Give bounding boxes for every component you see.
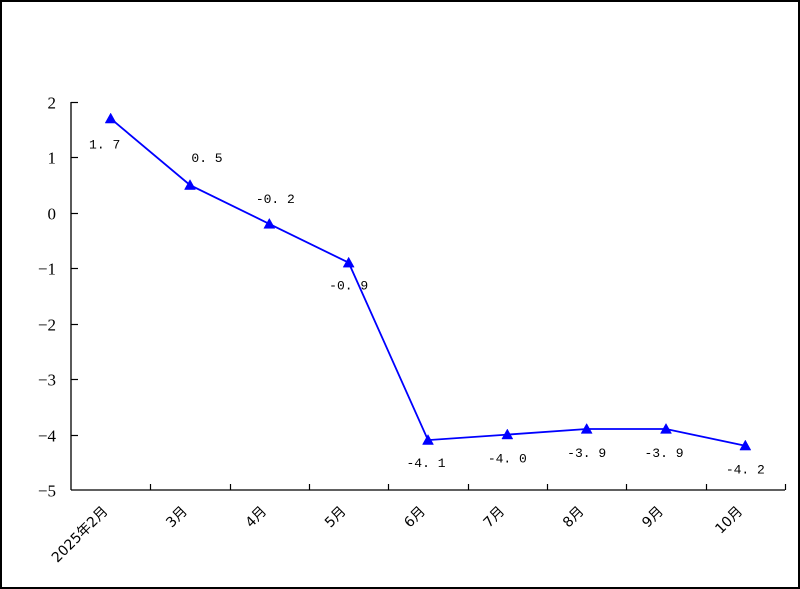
x-tick-label: 7月: [481, 504, 509, 532]
triangle-marker-icon: [184, 179, 196, 190]
x-tick-label: 10月: [712, 504, 746, 538]
data-label: -4. 1: [406, 456, 445, 471]
triangle-marker-icon: [739, 439, 752, 451]
data-labels: 1. 7 0. 5 -0. 2 -0. 9 -4. 1 -4. 0 -3. 9 -3. 9 -4…: [89, 138, 765, 478]
y-tick-label: 0: [48, 205, 57, 224]
data-label: 1. 7: [89, 138, 120, 153]
x-axis: 2025年2月 3月 4月 5月 6月 7月 8月 9月 10月: [49, 484, 787, 567]
data-label: -0. 2: [256, 192, 295, 207]
y-tick-label: −5: [38, 482, 56, 501]
x-tick-label: 8月: [560, 504, 588, 532]
x-tick-label: 5月: [322, 504, 350, 532]
triangle-marker-icon: [660, 423, 672, 434]
triangle-marker-icon: [342, 256, 355, 268]
y-tick-label: −4: [38, 427, 57, 446]
series-line: [110, 117, 746, 447]
triangle-marker-icon: [501, 428, 514, 440]
x-tick-label: 3月: [163, 504, 191, 532]
data-label: 0. 5: [191, 151, 222, 166]
triangle-marker-icon: [580, 423, 593, 434]
data-label: -3. 9: [567, 446, 606, 461]
data-label: -0. 9: [329, 279, 368, 294]
triangle-marker-icon: [104, 112, 117, 124]
y-tick-label: 1: [48, 149, 57, 168]
x-tick-label: 4月: [243, 504, 271, 532]
data-series-line: [110, 117, 746, 447]
data-markers: [104, 112, 752, 451]
data-label: -4. 0: [488, 452, 527, 467]
data-label: -3. 9: [644, 446, 683, 461]
y-tick-label: 2: [48, 94, 57, 113]
triangle-marker-icon: [263, 217, 276, 229]
y-axis: 2 1 0 −1 −2 −3 −4 −5: [38, 94, 78, 501]
data-label: -4. 2: [726, 463, 765, 478]
x-tick-label: 6月: [401, 504, 429, 532]
triangle-marker-icon: [422, 434, 434, 445]
y-tick-label: −1: [38, 260, 56, 279]
x-tick-label: 2025年2月: [49, 504, 112, 567]
x-tick-label: 9月: [639, 504, 667, 532]
y-tick-label: −3: [38, 371, 56, 390]
y-tick-label: −2: [38, 316, 56, 335]
